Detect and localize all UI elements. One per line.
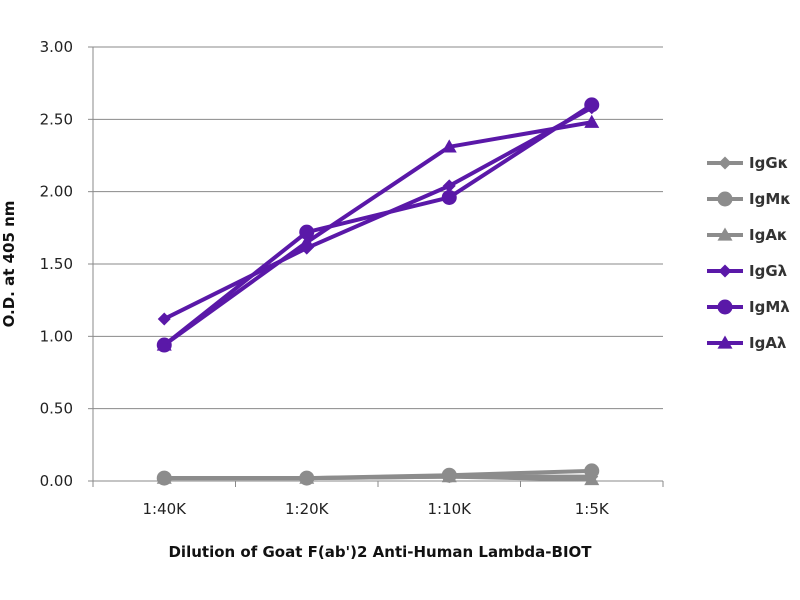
legend-marker — [717, 191, 733, 207]
legend-item: IgMκ — [707, 190, 791, 208]
series-line-5 — [163, 120, 593, 347]
data-point — [156, 470, 172, 484]
data-point — [584, 472, 600, 486]
tick-labels: 0.00 0.50 1.00 1.50 2.00 2.50 3.00 1:40K 1:20K 1:… — [40, 38, 610, 518]
legend-label: IgAκ — [749, 226, 788, 244]
legend-item: IgAκ — [707, 226, 788, 244]
data-point — [157, 312, 171, 326]
legend-item: IgGλ — [707, 262, 788, 280]
y-axis-title: O.D. at 405 nm — [0, 201, 18, 328]
data-point — [299, 470, 315, 484]
data-point — [584, 463, 600, 479]
series-lines — [163, 103, 593, 482]
y-tick-label: 2.00 — [40, 183, 73, 201]
x-tick-label: 1:10K — [427, 500, 472, 518]
x-tick-label: 1:20K — [285, 500, 330, 518]
y-tick-label: 2.50 — [40, 110, 73, 128]
legend-label: IgGκ — [749, 154, 788, 172]
legend-marker — [717, 227, 733, 241]
legend-item: IgMλ — [707, 298, 790, 316]
x-tick-label: 1:5K — [575, 500, 610, 518]
series-line-2 — [164, 474, 592, 482]
legend-label: IgMκ — [749, 190, 791, 208]
legend-marker — [718, 264, 732, 278]
gridlines — [93, 46, 663, 410]
data-point — [441, 139, 457, 153]
legend: IgGκ IgMκ IgAκ IgGλ IgMλ IgAλ — [707, 154, 791, 352]
legend-marker — [717, 335, 733, 349]
data-point — [441, 469, 457, 483]
data-point — [584, 114, 600, 128]
y-tick-label: 3.00 — [40, 38, 73, 56]
series-line-3 — [163, 106, 593, 321]
x-tick-label: 1:40K — [142, 500, 187, 518]
data-point — [299, 234, 315, 248]
y-tick-label: 0.50 — [40, 400, 73, 418]
data-point — [299, 224, 315, 240]
y-tick-label: 0.00 — [40, 472, 73, 490]
data-point — [156, 337, 172, 351]
legend-label: IgAλ — [749, 334, 787, 352]
legend-label: IgMλ — [749, 298, 790, 316]
legend-marker — [717, 299, 733, 315]
y-tick-label: 1.00 — [40, 327, 73, 345]
y-tick-label: 1.50 — [40, 255, 73, 273]
legend-marker — [718, 156, 732, 170]
x-axis-title: Dilution of Goat F(ab')2 Anti-Human Lamb… — [168, 543, 592, 561]
data-point — [441, 189, 457, 205]
series-markers — [156, 97, 600, 486]
series-line-4 — [163, 103, 593, 347]
legend-item: IgGκ — [707, 154, 788, 172]
data-point — [442, 179, 456, 193]
legend-label: IgGλ — [749, 262, 788, 280]
legend-item: IgAλ — [707, 334, 787, 352]
data-point — [584, 97, 600, 113]
